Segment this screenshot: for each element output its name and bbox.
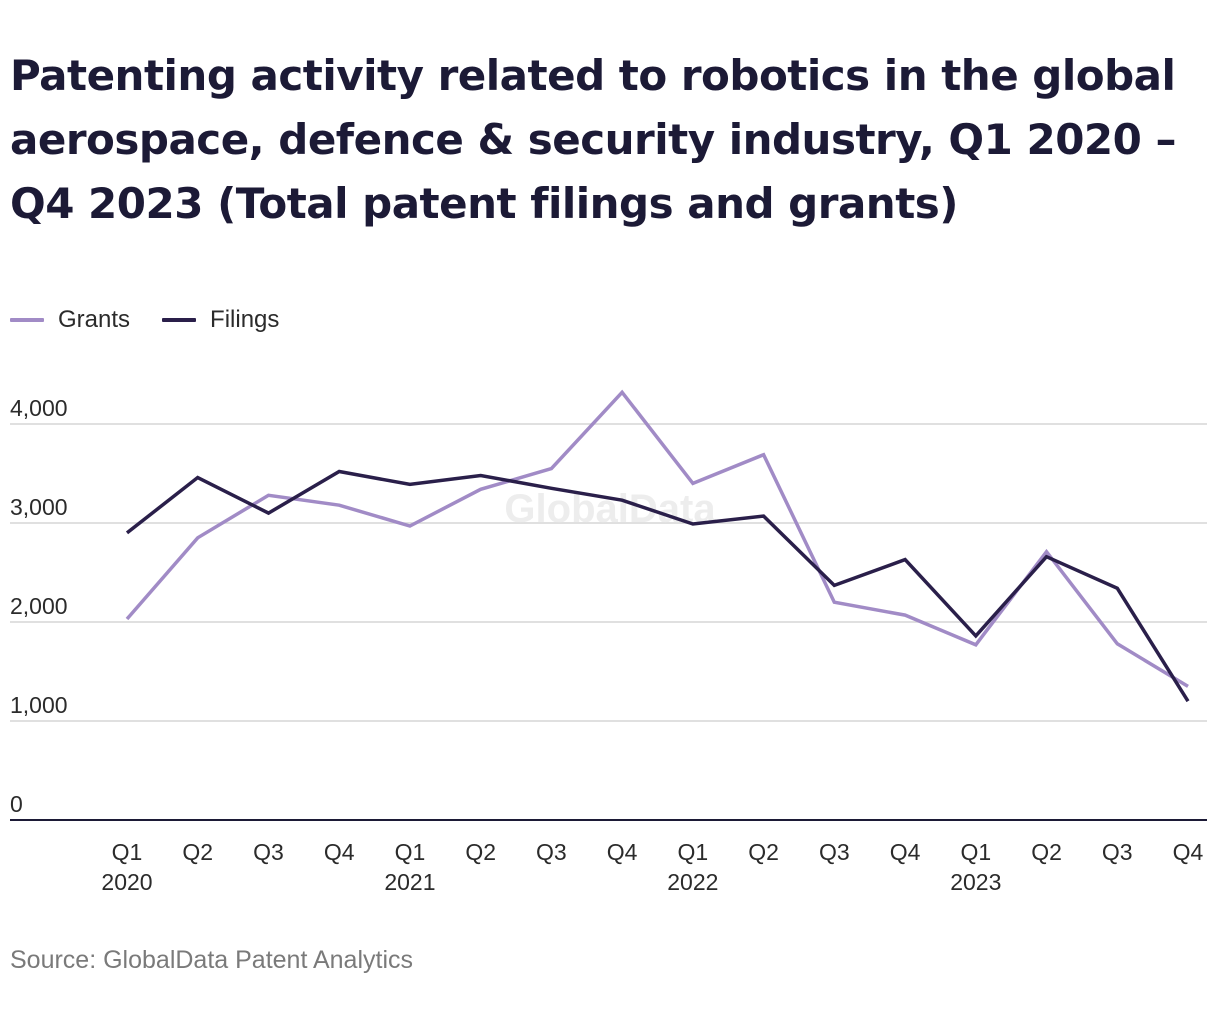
x-tick-label-10: Q3 xyxy=(819,839,850,865)
x-tick-year-2021: 2021 xyxy=(384,869,435,895)
x-tick-label-8: Q1 xyxy=(678,839,709,865)
watermark-text: GlobalData xyxy=(504,487,716,531)
y-tick-labels: 0 1,000 2,000 3,000 4,000 xyxy=(10,395,68,817)
x-tick-label-3: Q4 xyxy=(324,839,355,865)
legend-swatch-grants xyxy=(10,318,44,322)
y-tick-label-4000: 4,000 xyxy=(10,395,68,421)
y-tick-label-3000: 3,000 xyxy=(10,494,68,520)
x-tick-label-14: Q3 xyxy=(1102,839,1133,865)
x-tick-label-11: Q4 xyxy=(890,839,921,865)
x-tick-label-15: Q4 xyxy=(1173,839,1204,865)
series-lines xyxy=(125,389,1190,703)
x-tick-label-12: Q1 xyxy=(960,839,991,865)
x-tick-label-4: Q1 xyxy=(395,839,426,865)
y-tick-label-1000: 1,000 xyxy=(10,692,68,718)
legend-swatch-filings xyxy=(162,318,197,322)
x-tick-year-2022: 2022 xyxy=(667,869,718,895)
legend-item-filings: Filings xyxy=(162,306,279,334)
y-tick-label-2000: 2,000 xyxy=(10,593,68,619)
legend: Grants Filings xyxy=(10,306,311,334)
gridlines xyxy=(10,423,1207,722)
x-tick-label-6: Q3 xyxy=(536,839,567,865)
x-tick-label-7: Q4 xyxy=(607,839,638,865)
x-tick-label-2: Q3 xyxy=(253,839,284,865)
x-tick-year-2023: 2023 xyxy=(950,869,1001,895)
x-tick-labels: Q1 2020 Q2 Q3 Q4 Q1 2021 Q2 Q3 Q4 Q1 2022 Q2 Q3 Q4 Q1 20… xyxy=(101,839,1203,895)
chart-title: Patenting activity related to robotics i… xyxy=(10,51,1177,228)
x-tick-label-1: Q2 xyxy=(182,839,213,865)
series-line-grants xyxy=(125,389,1189,688)
source-note: Source: GlobalData Patent Analytics xyxy=(10,946,414,974)
series-line-filings xyxy=(125,469,1190,703)
legend-label-grants: Grants xyxy=(58,306,131,333)
legend-item-grants: Grants xyxy=(10,306,130,334)
x-tick-label-13: Q2 xyxy=(1031,839,1062,865)
legend-label-filings: Filings xyxy=(210,306,280,333)
x-tick-label-5: Q2 xyxy=(465,839,496,865)
x-tick-label-0: Q1 xyxy=(112,839,143,865)
y-tick-label-0: 0 xyxy=(10,791,23,817)
x-tick-label-9: Q2 xyxy=(748,839,779,865)
x-tick-year-2020: 2020 xyxy=(101,869,152,895)
